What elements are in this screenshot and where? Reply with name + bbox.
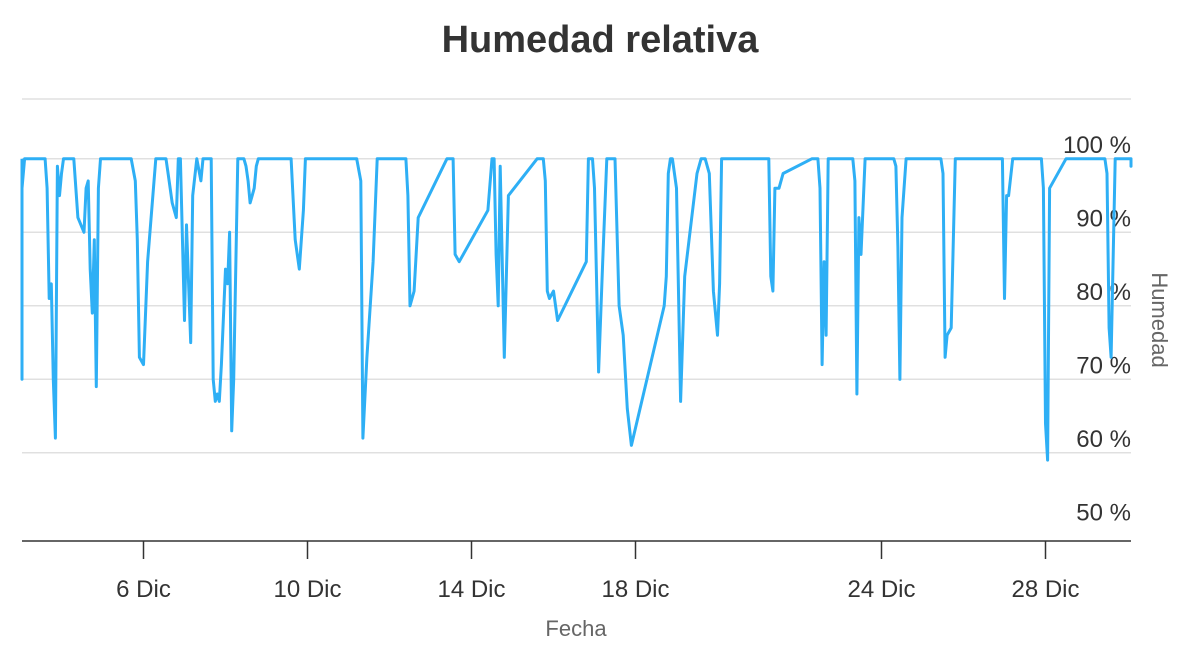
series-line-humedad: [20, 157, 1133, 462]
y-tick-label: 70 %: [1076, 352, 1131, 379]
x-tick-label: 14 Dic: [437, 576, 505, 603]
y-tick-label: 50 %: [1076, 499, 1131, 526]
series-layer: [20, 157, 1133, 462]
x-tick-label: 10 Dic: [273, 576, 341, 603]
y-tick-label: 60 %: [1076, 426, 1131, 453]
x-tick-label: 6 Dic: [116, 576, 171, 603]
x-axis-title: Fecha: [545, 616, 607, 641]
x-axis: 6 Dic 10 Dic 14 Dic 18 Dic 24 Dic 28 Dic: [22, 540, 1131, 603]
chart-title: Humedad relativa: [442, 19, 760, 61]
y-tick-label: 100 %: [1063, 132, 1131, 159]
y-axis-ticks: 50 % 60 % 70 % 80 % 90 % 100 %: [1063, 132, 1131, 526]
y-axis-title: Humedad: [1147, 272, 1172, 367]
y-tick-label: 90 %: [1076, 205, 1131, 232]
x-tick-label: 24 Dic: [847, 576, 915, 603]
y-tick-label: 80 %: [1076, 279, 1131, 306]
x-tick-label: 28 Dic: [1011, 576, 1079, 603]
x-tick-label: 18 Dic: [601, 576, 669, 603]
